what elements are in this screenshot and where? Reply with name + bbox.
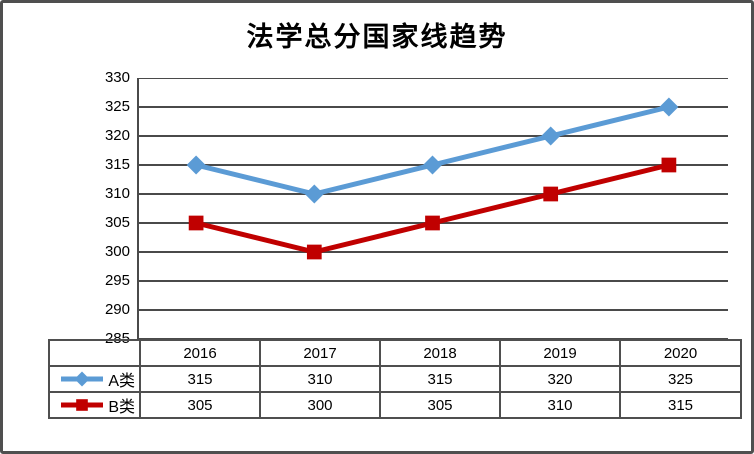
square-marker [306,244,322,260]
legend-key: B类 [51,394,138,416]
value-cell: 305 [139,391,261,419]
square-marker [425,215,440,231]
year-header-cell: 2018 [379,339,501,367]
value-cell: 310 [259,365,381,393]
diamond-marker [74,371,90,387]
value-cell: 315 [139,365,261,393]
legend-cell: B类 [48,391,141,419]
y-tick-label: 300 [104,243,130,260]
year-header-cell: 2017 [259,339,381,367]
square-marker [76,399,89,411]
y-tick-label: 315 [104,156,130,173]
diamond-marker [304,184,324,204]
value-cell: 305 [379,391,501,419]
diamond-marker [541,126,561,146]
y-tick-label: 325 [104,98,130,115]
y-tick-label: 290 [104,301,130,318]
y-tick-label: 310 [104,185,130,202]
plot-area [137,78,728,339]
value-cell: 315 [379,365,501,393]
value-cell: 310 [499,391,621,419]
legend-square-line-icon [61,399,104,411]
square-marker [188,215,204,231]
legend-diamond-line-icon [61,371,104,387]
y-tick-label: 320 [104,127,130,144]
value-cell: 315 [619,391,742,419]
year-header-cell: 2016 [139,339,261,367]
chart-title: 法学总分国家线趋势 [246,22,508,53]
table-header-row: 2016 2017 2018 2019 2020 [48,339,742,367]
diamond-marker [186,155,206,175]
year-header-cell: 2020 [619,339,742,367]
data-table-body: 2016 2017 2018 2019 2020 A类 315 310 315 320 325 B类 3… [48,339,742,419]
legend-label: B类 [108,399,135,416]
y-tick-label: 305 [104,214,130,231]
diamond-marker [659,97,679,117]
legend-key: A类 [51,368,138,390]
legend-cell: A类 [48,365,141,393]
value-cell: 320 [499,365,621,393]
table-row: B类 305 300 305 310 315 [48,391,742,419]
legend-label: A类 [108,373,135,390]
y-tick-label: 330 [104,69,130,86]
square-marker [661,157,677,173]
table-row: A类 315 310 315 320 325 [48,365,742,393]
series-line [193,162,672,255]
value-cell: 325 [619,365,742,393]
data-table: 2016 2017 2018 2019 2020 A类 315 310 315 320 325 B类 3… [48,339,742,419]
year-header-cell: 2019 [499,339,621,367]
value-cell: 300 [259,391,381,419]
y-tick-label: 295 [104,272,130,289]
square-marker [543,186,559,202]
diamond-marker [423,155,442,175]
table-corner-cell [48,339,141,367]
